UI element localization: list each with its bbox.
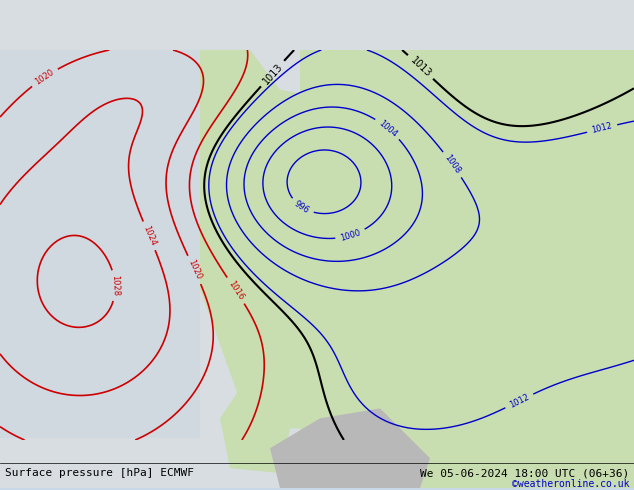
Text: 1012: 1012 [508, 392, 531, 410]
Text: 1004: 1004 [377, 118, 399, 139]
Text: 1028: 1028 [110, 275, 120, 296]
Text: 1000: 1000 [339, 228, 362, 243]
Polygon shape [300, 50, 634, 488]
Text: We 05-06-2024 18:00 UTC (06+36): We 05-06-2024 18:00 UTC (06+36) [420, 468, 629, 478]
Polygon shape [200, 50, 500, 428]
Text: 1016: 1016 [226, 279, 245, 302]
Text: 1024: 1024 [141, 224, 157, 247]
Text: 1013: 1013 [261, 61, 285, 86]
Text: Surface pressure [hPa] ECMWF: Surface pressure [hPa] ECMWF [5, 468, 194, 478]
Text: 1012: 1012 [591, 122, 614, 135]
Polygon shape [220, 389, 290, 473]
Polygon shape [0, 50, 200, 438]
Text: ©weatheronline.co.uk: ©weatheronline.co.uk [512, 479, 629, 489]
Text: 1008: 1008 [443, 153, 462, 176]
Text: 996: 996 [293, 199, 311, 215]
Text: 1020: 1020 [186, 258, 203, 281]
Text: 1020: 1020 [34, 68, 56, 87]
Text: 1013: 1013 [408, 55, 433, 79]
Polygon shape [270, 408, 430, 488]
